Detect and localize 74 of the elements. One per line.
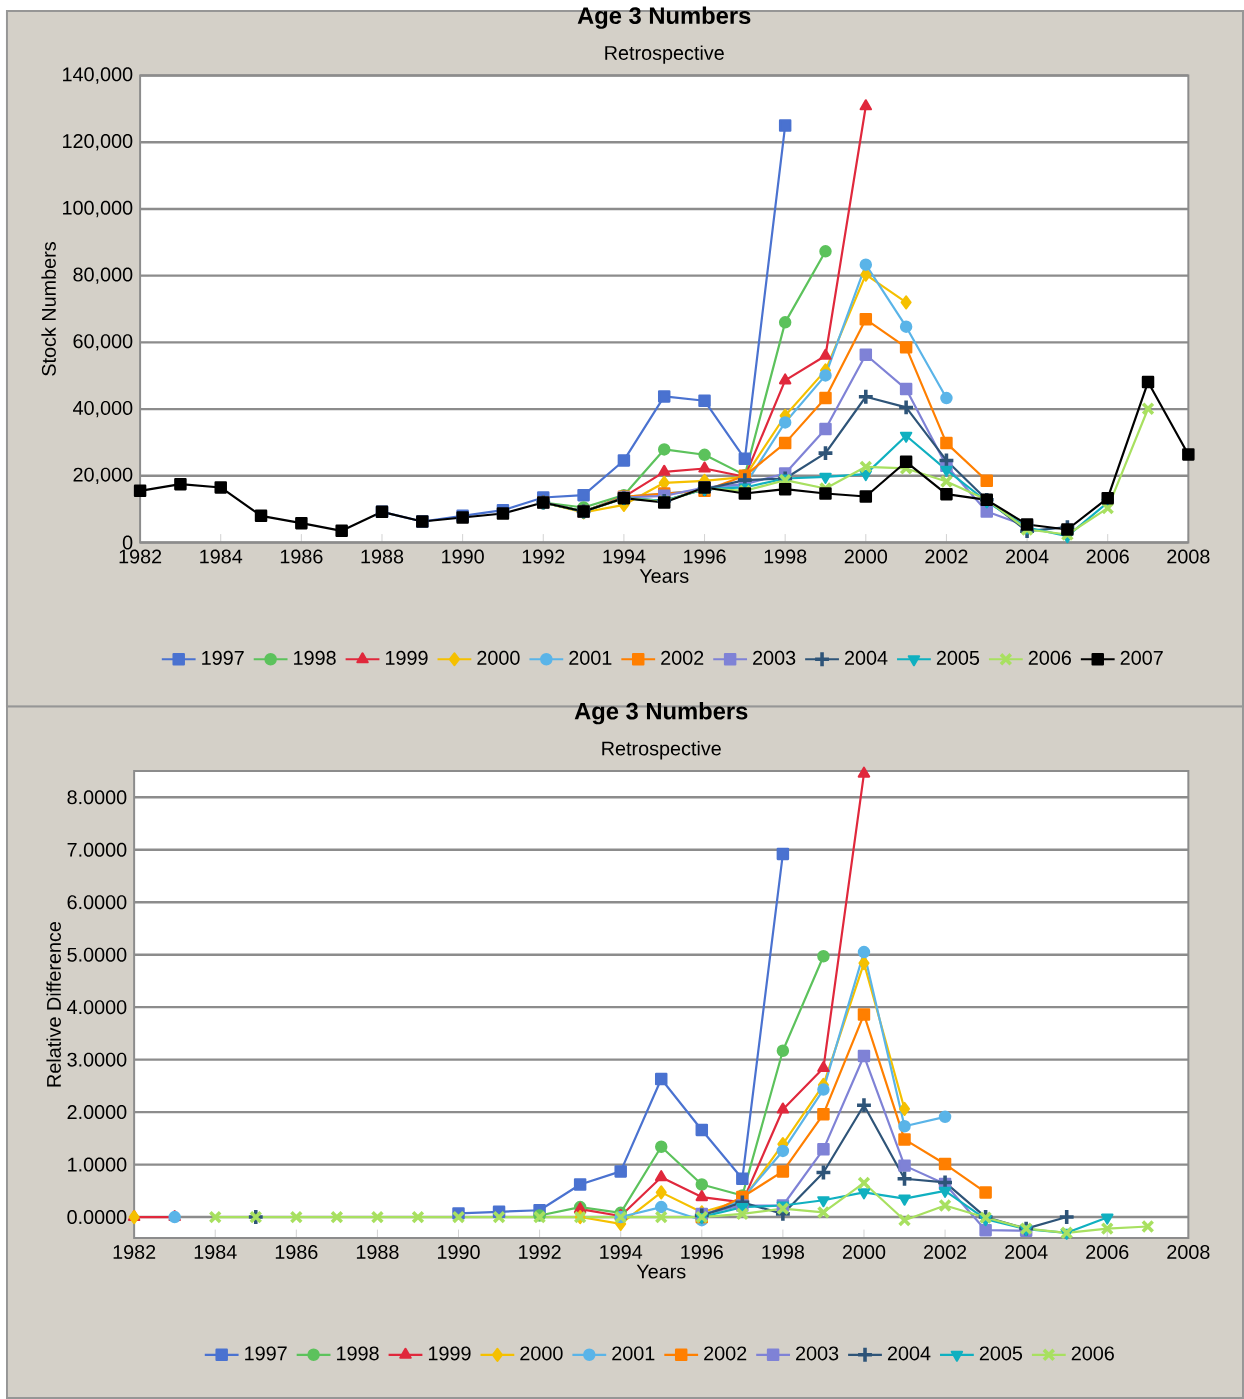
x-tick-label: 1998 (762, 1245, 805, 1260)
y-tick-label: 40,000 (73, 400, 133, 418)
x-tick-label: 2008 (1167, 549, 1210, 564)
y-tick-label: 120,000 (63, 134, 133, 151)
legend-label: 1997 (245, 1346, 287, 1361)
legend-label: 2000 (477, 650, 520, 665)
legend-label: 1997 (202, 650, 244, 665)
y-axis-title: Stock Numbers (41, 242, 56, 376)
x-axis-title: Years (639, 569, 689, 583)
x-tick-label: 1990 (442, 549, 484, 564)
y-tick-label: 1.0000 (68, 1157, 127, 1172)
legend-label: 2002 (704, 1346, 747, 1361)
y-tick-label: 140,000 (63, 67, 133, 84)
x-tick-label: 1994 (600, 1245, 643, 1260)
legend-label: 2006 (1028, 650, 1071, 665)
y-tick-label: 0 (122, 535, 133, 550)
x-tick-label: 2004 (1005, 1245, 1048, 1260)
x-tick-label: 1984 (194, 1245, 237, 1260)
y-tick-label: 2.0000 (67, 1105, 127, 1120)
y-tick-label: 4.0000 (67, 1000, 127, 1015)
x-tick-label: 2008 (1167, 1245, 1210, 1260)
y-tick-label: 8.0000 (67, 790, 127, 805)
x-tick-label: 1996 (681, 1245, 723, 1260)
x-tick-label: 2000 (842, 1245, 886, 1260)
y-tick-label: 20,000 (73, 467, 133, 484)
y-tick-label: 60,000 (73, 334, 133, 351)
y-tick-label: 0.0000 (67, 1210, 127, 1225)
x-tick-label: 1992 (519, 1245, 561, 1260)
x-tick-label: 1996 (684, 549, 726, 564)
x-tick-label: 2006 (1086, 549, 1129, 564)
y-axis-title: Relative Difference (46, 922, 61, 1087)
x-tick-label: 1986 (280, 549, 323, 564)
x-tick-label: 1994 (603, 549, 646, 564)
x-tick-label: 1982 (113, 1245, 156, 1260)
legend-label: 2007 (1120, 650, 1163, 665)
x-axis-title: Years (636, 1264, 686, 1279)
y-tick-label: 3.0000 (67, 1052, 127, 1067)
legend-label: 1999 (386, 650, 428, 665)
x-tick-label: 1992 (522, 549, 565, 564)
chart-subtitle: Retrospective (605, 45, 724, 64)
legend-label: 2002 (661, 650, 704, 665)
y-tick-label: 6.0000 (67, 895, 127, 910)
chart-title: Age 3 Numbers (574, 702, 748, 725)
legend-label: 2004 (845, 650, 888, 665)
legend-label: 1998 (337, 1346, 379, 1361)
legend-label: 2001 (612, 1346, 655, 1361)
y-tick-label: 80,000 (73, 267, 133, 284)
legend-label: 2000 (520, 1346, 563, 1361)
x-tick-label: 2004 (1006, 549, 1049, 564)
x-tick-label: 1984 (200, 549, 243, 564)
legend-label: 2001 (569, 650, 612, 665)
x-tick-label: 1998 (764, 549, 807, 564)
x-tick-label: 1990 (438, 1245, 480, 1260)
chart-title: Age 3 Numbers (577, 6, 751, 29)
x-tick-label: 1988 (356, 1245, 399, 1260)
y-tick-label: 7.0000 (67, 842, 127, 857)
legend-label: 1998 (294, 650, 336, 665)
legend-label: 2005 (936, 650, 980, 665)
x-tick-label: 2000 (844, 549, 888, 564)
legend-label: 2003 (753, 650, 796, 665)
legend-label: 2003 (796, 1346, 839, 1361)
legend-label: 2005 (979, 1346, 1023, 1361)
x-tick-label: 2002 (925, 549, 968, 564)
x-tick-label: 2002 (924, 1245, 967, 1260)
y-tick-label: 100,000 (63, 200, 133, 218)
legend-label: 1999 (428, 1346, 471, 1361)
legend-label: 2006 (1071, 1346, 1114, 1361)
x-tick-label: 1986 (275, 1245, 318, 1260)
x-tick-label: 2006 (1086, 1245, 1129, 1260)
chart-subtitle: Retrospective (602, 740, 721, 760)
y-tick-label: 5.0000 (67, 947, 127, 962)
x-tick-label: 1982 (119, 549, 162, 564)
legend-label: 2004 (887, 1346, 931, 1361)
x-tick-label: 1988 (361, 549, 404, 564)
